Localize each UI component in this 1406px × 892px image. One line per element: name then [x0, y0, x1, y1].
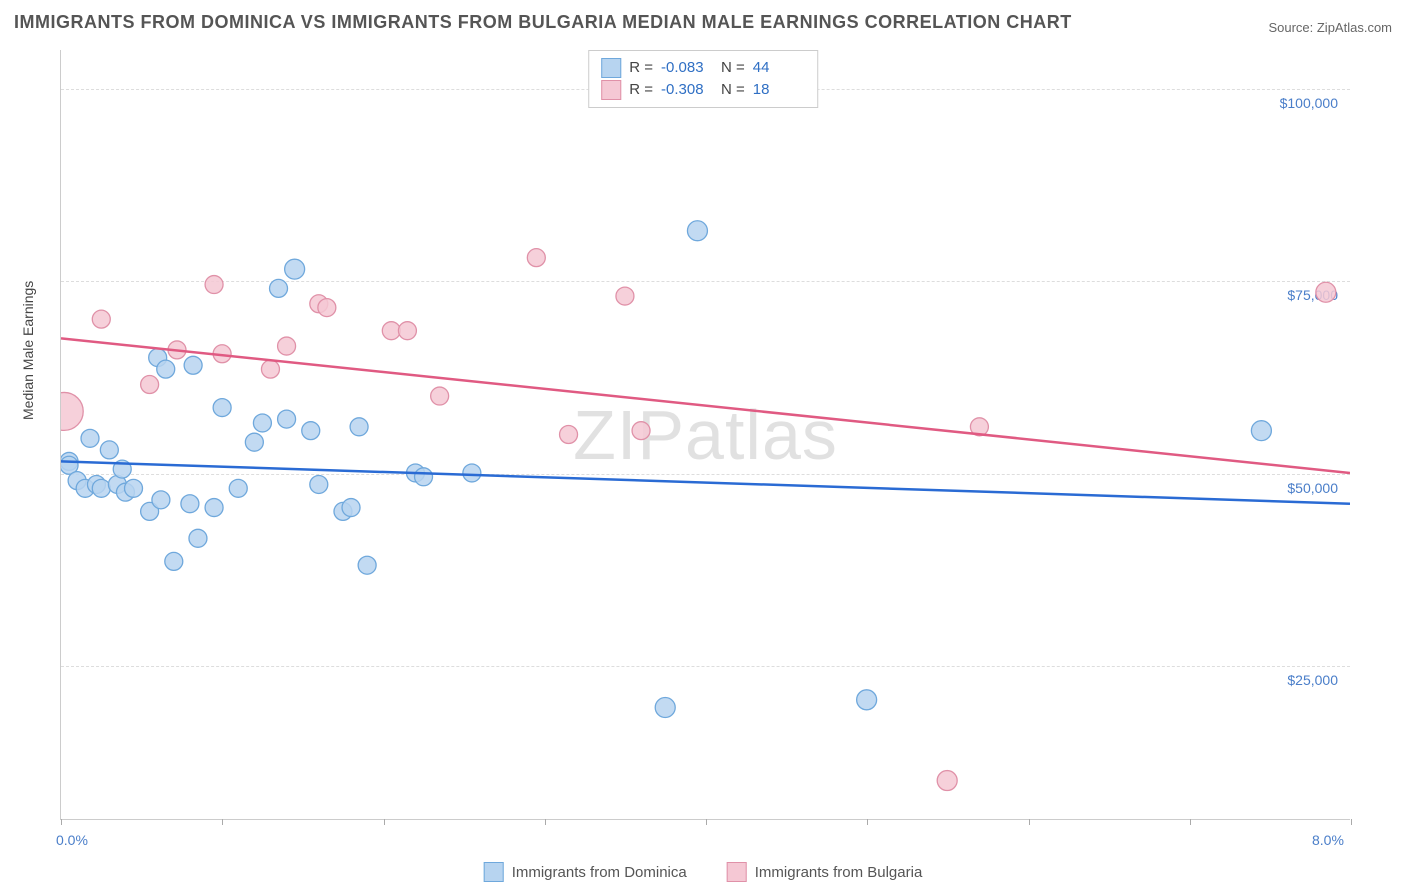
- y-axis-label: Median Male Earnings: [20, 281, 36, 420]
- x-tick: [61, 819, 62, 825]
- x-tick: [1029, 819, 1030, 825]
- plot-area: ZIPatlas $25,000$50,000$75,000$100,000: [60, 50, 1350, 820]
- legend-row-bulgaria: R = -0.308 N = 18: [601, 79, 805, 101]
- x-tick: [1190, 819, 1191, 825]
- data-point: [245, 433, 263, 451]
- data-point: [270, 279, 288, 297]
- data-point: [229, 479, 247, 497]
- data-point: [165, 552, 183, 570]
- data-point: [285, 259, 305, 279]
- data-point: [560, 426, 578, 444]
- data-point: [100, 441, 118, 459]
- data-point: [81, 429, 99, 447]
- data-point: [937, 771, 957, 791]
- data-point: [205, 276, 223, 294]
- correlation-legend: R = -0.083 N = 44 R = -0.308 N = 18: [588, 50, 818, 108]
- x-tick: [222, 819, 223, 825]
- data-point: [463, 464, 481, 482]
- data-point: [342, 499, 360, 517]
- data-point: [358, 556, 376, 574]
- data-point: [318, 299, 336, 317]
- data-point: [205, 499, 223, 517]
- trend-line: [61, 461, 1350, 503]
- data-point: [527, 249, 545, 267]
- data-point: [92, 479, 110, 497]
- data-point: [632, 422, 650, 440]
- data-point: [213, 399, 231, 417]
- swatch-dominica-bottom: [484, 862, 504, 882]
- legend-item-dominica: Immigrants from Dominica: [484, 862, 687, 882]
- data-point: [253, 414, 271, 432]
- series-legend: Immigrants from Dominica Immigrants from…: [484, 862, 923, 882]
- data-point: [278, 337, 296, 355]
- data-point: [261, 360, 279, 378]
- x-tick: [1351, 819, 1352, 825]
- r-value-bulgaria: -0.308: [661, 79, 713, 101]
- data-point: [181, 495, 199, 513]
- data-point: [278, 410, 296, 428]
- data-point: [189, 529, 207, 547]
- legend-label-dominica: Immigrants from Dominica: [512, 864, 687, 881]
- legend-row-dominica: R = -0.083 N = 44: [601, 57, 805, 79]
- data-point: [415, 468, 433, 486]
- data-point: [398, 322, 416, 340]
- source-label: Source: ZipAtlas.com: [1268, 20, 1392, 35]
- data-point: [141, 376, 159, 394]
- n-value-dominica: 44: [753, 57, 805, 79]
- n-value-bulgaria: 18: [753, 79, 805, 101]
- data-point: [655, 698, 675, 718]
- x-tick-label: 0.0%: [56, 832, 88, 848]
- data-point: [302, 422, 320, 440]
- scatter-svg: [61, 50, 1350, 819]
- data-point: [1251, 421, 1271, 441]
- data-point: [92, 310, 110, 328]
- n-label: N =: [721, 79, 745, 101]
- data-point: [152, 491, 170, 509]
- chart-title: IMMIGRANTS FROM DOMINICA VS IMMIGRANTS F…: [14, 12, 1072, 33]
- r-label: R =: [629, 79, 653, 101]
- n-label: N =: [721, 57, 745, 79]
- r-label: R =: [629, 57, 653, 79]
- x-tick-label: 8.0%: [1312, 832, 1344, 848]
- x-tick: [545, 819, 546, 825]
- swatch-bulgaria-bottom: [727, 862, 747, 882]
- data-point: [350, 418, 368, 436]
- legend-label-bulgaria: Immigrants from Bulgaria: [755, 864, 923, 881]
- data-point: [431, 387, 449, 405]
- data-point: [687, 221, 707, 241]
- data-point: [857, 690, 877, 710]
- r-value-dominica: -0.083: [661, 57, 713, 79]
- x-tick: [867, 819, 868, 825]
- legend-item-bulgaria: Immigrants from Bulgaria: [727, 862, 923, 882]
- swatch-dominica: [601, 58, 621, 78]
- data-point: [125, 479, 143, 497]
- x-tick: [384, 819, 385, 825]
- data-point: [157, 360, 175, 378]
- data-point: [1316, 282, 1336, 302]
- data-point: [382, 322, 400, 340]
- data-point: [61, 392, 83, 430]
- trend-line: [61, 338, 1350, 473]
- data-point: [616, 287, 634, 305]
- data-point: [310, 475, 328, 493]
- x-tick: [706, 819, 707, 825]
- swatch-bulgaria: [601, 80, 621, 100]
- data-point: [184, 356, 202, 374]
